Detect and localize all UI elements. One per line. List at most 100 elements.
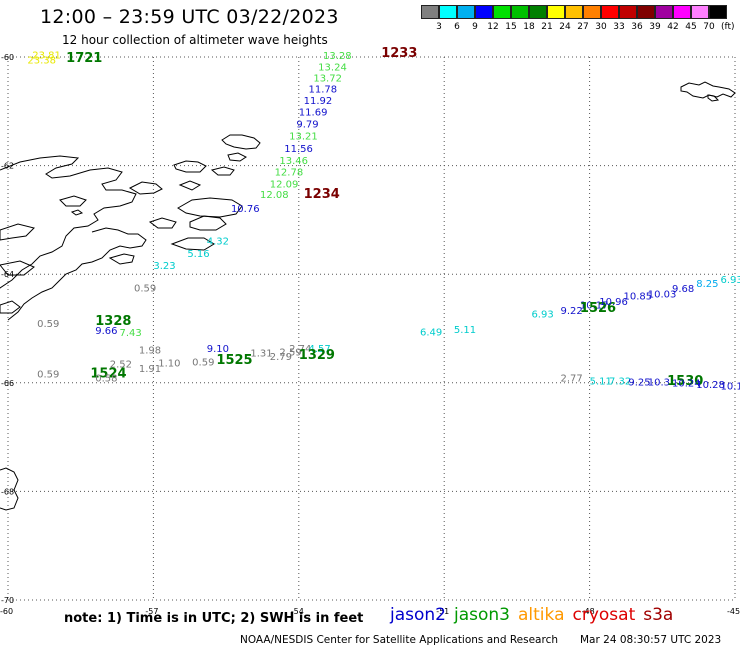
- island: [148, 217, 177, 229]
- legend-swatch: [673, 5, 691, 19]
- satellite-legend-item: jason3: [454, 605, 510, 625]
- latitude-tick-label: -68: [1, 487, 14, 496]
- wave-height-label: 10.76: [231, 204, 260, 215]
- pass-time-label: 1328: [95, 314, 131, 329]
- wave-height-label: 10.17: [580, 300, 609, 311]
- legend-label: 36: [631, 22, 643, 32]
- latitude-tick-label: -64: [1, 270, 14, 279]
- wave-height-label: 13.28: [323, 51, 352, 62]
- wave-height-label: 0.59: [37, 369, 59, 380]
- legend-label: 45: [685, 22, 697, 32]
- pass-time-label: 1525: [216, 353, 252, 368]
- wave-height-label: 11.69: [299, 108, 328, 119]
- island: [227, 152, 247, 162]
- legend-label: 3: [436, 22, 442, 32]
- island: [221, 134, 261, 150]
- island: [189, 215, 227, 231]
- wave-height-label: 1.91: [139, 364, 161, 375]
- legend-swatch: [691, 5, 709, 19]
- island: [128, 181, 163, 195]
- wave-height-label: 12.09: [270, 179, 299, 190]
- latitude-tick-label: -70: [1, 596, 14, 605]
- wave-height-label: 7.43: [119, 328, 141, 339]
- wave-height-label: 0.59: [192, 357, 214, 368]
- wave-height-label: 12.08: [260, 190, 289, 201]
- island: [0, 300, 21, 314]
- wave-height-label: 5.11: [454, 325, 476, 336]
- legend-label: 39: [649, 22, 661, 32]
- legend-swatch: [547, 5, 565, 19]
- legend-label: 6: [454, 22, 460, 32]
- wave-height-label: 9.25: [628, 378, 650, 389]
- coastline: [0, 81, 736, 511]
- wave-height-label: 11.78: [308, 84, 337, 95]
- satellite-legend: jason2 jason3 altika cryosat s3a: [390, 605, 681, 625]
- wave-height-label: 0.58: [95, 374, 117, 385]
- island: [59, 195, 87, 207]
- wave-height-label: 8.25: [696, 279, 718, 290]
- island: [177, 197, 243, 218]
- island: [170, 237, 215, 251]
- island: [173, 160, 207, 173]
- latitude-tick-label: -62: [1, 162, 14, 171]
- legend-label: 30: [595, 22, 607, 32]
- wave-height-label: 13.21: [289, 132, 318, 143]
- wave-height-label: 3.23: [153, 261, 175, 272]
- legend-label: 33: [613, 22, 625, 32]
- wave-height-label: 2.79: [270, 352, 292, 363]
- wave-height-label: 10.96: [599, 297, 628, 308]
- wave-height-label: 9.79: [296, 120, 318, 131]
- satellite-legend-item: jason2: [390, 605, 446, 625]
- island: [680, 81, 736, 99]
- wave-height-label: 12.78: [275, 167, 304, 178]
- legend-swatch: [493, 5, 511, 19]
- wave-height-label: 23.81: [32, 51, 61, 62]
- pass-time-label: 1329: [299, 348, 335, 363]
- wave-height-label: 13.46: [279, 156, 308, 167]
- legend-swatch: [565, 5, 583, 19]
- peninsula-coast-east: [7, 227, 147, 321]
- wave-height-label: 2.74: [289, 344, 311, 355]
- legend-swatch: [439, 5, 457, 19]
- wave-height-label: 9.66: [95, 326, 117, 337]
- legend-swatch: [619, 5, 637, 19]
- wave-height-label: 6.49: [420, 328, 442, 339]
- longitude-tick-label: -57: [145, 607, 158, 616]
- legend-label: 15: [505, 22, 517, 32]
- wave-height-label: 10.3: [648, 378, 670, 389]
- wave-height-label: 9.10: [207, 344, 229, 355]
- wave-height-label: 9.68: [672, 284, 694, 295]
- footer-note: note: 1) Time is in UTC; 2) SWH is in fe…: [64, 611, 364, 626]
- wave-height-label: 9.22: [561, 306, 583, 317]
- wave-height-label: 10.03: [648, 290, 677, 301]
- longitude-tick-label: -48: [582, 607, 595, 616]
- wave-height-label: 4.32: [207, 236, 229, 247]
- pass-time-label: 1721: [66, 51, 102, 66]
- wave-height-label: 2.77: [561, 374, 583, 385]
- legend-label: 21: [541, 22, 553, 32]
- pass-time-label: 1234: [304, 187, 340, 202]
- legend-label: 42: [667, 22, 679, 32]
- wave-height-label: 6.93: [531, 310, 553, 321]
- longitude-tick-label: -60: [0, 607, 13, 616]
- legend-label: 12: [487, 22, 499, 32]
- legend-label: 24: [559, 22, 571, 32]
- satellite-legend-item: cryosat: [572, 605, 636, 625]
- wave-height-label: 10.19: [720, 381, 740, 392]
- wave-height-label: 4.57: [308, 344, 330, 355]
- legend-swatch: [709, 5, 727, 19]
- latitude-tick-label: -60: [1, 53, 14, 62]
- generation-timestamp: Mar 24 08:30:57 UTC 2023: [580, 634, 722, 646]
- wave-height-label: 13.24: [318, 63, 347, 74]
- wave-height-label: 23.38: [27, 56, 56, 67]
- legend-label: 27: [577, 22, 589, 32]
- credit-line: NOAA/NESDIS Center for Satellite Applica…: [240, 634, 558, 646]
- latitude-tick-label: -66: [1, 379, 14, 388]
- island: [210, 166, 235, 176]
- legend-unit: (ft): [721, 22, 735, 32]
- island: [178, 180, 202, 191]
- wave-height-label: 5.16: [187, 249, 209, 260]
- wave-height-label: 10.28: [696, 380, 725, 391]
